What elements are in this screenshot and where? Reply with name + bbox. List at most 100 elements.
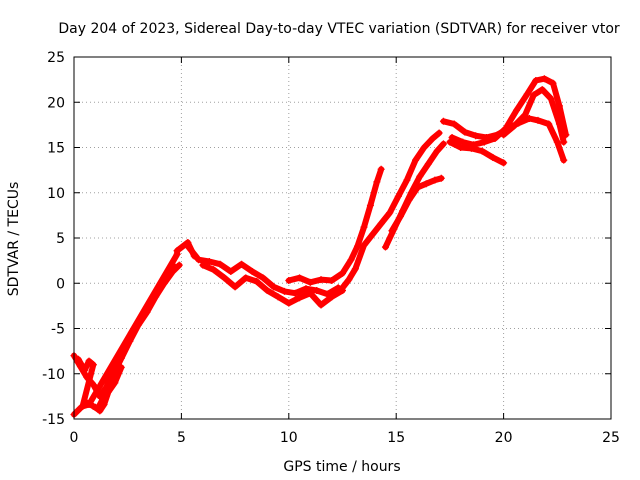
data-point (313, 286, 321, 294)
data-point (534, 116, 542, 124)
data-point (525, 115, 533, 123)
data-point (424, 160, 432, 168)
x-tick-label: 10 (280, 430, 298, 446)
data-point (296, 294, 304, 302)
data-point (366, 201, 374, 209)
data-point (450, 120, 458, 128)
data-point (306, 289, 314, 297)
data-point (231, 283, 239, 291)
data-point (184, 239, 192, 247)
series-track-4 (184, 242, 342, 298)
data-point (547, 95, 555, 103)
data-point (388, 227, 396, 235)
y-tick-label: 10 (47, 186, 65, 202)
chart-title: Day 204 of 2023, Sidereal Day-to-day VTE… (58, 21, 620, 37)
data-point (242, 274, 250, 282)
series-track-7 (336, 129, 443, 294)
series-band (388, 175, 445, 234)
data-point (195, 256, 203, 264)
x-axis-label: GPS time / hours (283, 459, 400, 475)
data-point (412, 156, 420, 164)
data-point (560, 156, 568, 164)
data-point (373, 178, 381, 186)
series-band (500, 86, 567, 146)
data-point (91, 403, 99, 411)
data-point (500, 159, 508, 167)
data-point (403, 176, 411, 184)
data-point (199, 261, 207, 269)
data-point (205, 258, 213, 266)
data-point (377, 165, 385, 173)
data-point (523, 90, 531, 98)
data-point (317, 276, 325, 284)
data-point (422, 180, 430, 188)
data-point (238, 260, 246, 268)
data-point (480, 138, 488, 146)
data-point (270, 283, 278, 291)
data-point (420, 144, 428, 151)
data-point (351, 265, 359, 273)
data-point (489, 153, 497, 161)
data-point (81, 366, 89, 374)
data-point (470, 141, 478, 149)
y-tick-label: 25 (47, 50, 65, 66)
series-track-3 (91, 363, 125, 415)
data-point (369, 230, 377, 238)
data-point (253, 277, 261, 285)
data-point (510, 122, 518, 130)
data-point (285, 299, 293, 307)
data-point (111, 379, 119, 387)
data-point (512, 106, 520, 114)
data-point (521, 111, 529, 119)
data-point (291, 289, 299, 297)
data-point (555, 120, 563, 128)
data-point (79, 402, 87, 410)
data-point (560, 138, 568, 146)
data-point (472, 132, 480, 140)
y-tick-label: 5 (56, 231, 65, 247)
series-scattered-points (74, 239, 198, 410)
data-point (100, 401, 108, 409)
series-track-13 (500, 86, 568, 146)
data-point (431, 176, 439, 184)
data-point (405, 196, 413, 204)
data-point (448, 134, 456, 142)
data-point (117, 363, 125, 371)
data-point (85, 357, 93, 365)
data-point (328, 277, 336, 285)
data-point (386, 209, 394, 217)
data-point (173, 247, 181, 255)
data-point (437, 174, 445, 182)
series-track-5 (199, 261, 346, 309)
data-point (532, 77, 540, 85)
data-point (439, 140, 447, 148)
data-point (500, 131, 508, 139)
data-point (210, 266, 218, 274)
data-point (360, 223, 368, 231)
y-tick-label: 15 (47, 141, 65, 157)
y-tick-label: -15 (42, 412, 65, 428)
data-point (104, 388, 112, 396)
data-point (540, 75, 548, 83)
data-point (555, 102, 563, 110)
series-band (446, 139, 507, 166)
series-band (285, 166, 385, 286)
x-tick-label: 25 (602, 430, 620, 446)
data-point (433, 147, 441, 155)
data-point (457, 144, 465, 151)
series-band (75, 239, 198, 410)
data-point (317, 301, 325, 309)
y-tick-label: -10 (42, 367, 65, 383)
y-tick-label: 20 (47, 95, 65, 111)
data-point (553, 138, 561, 146)
data-point (274, 293, 282, 301)
data-point (96, 407, 104, 415)
data-point (549, 79, 557, 87)
series-track-12 (448, 75, 570, 149)
y-tick-label: -5 (51, 322, 65, 338)
data-series (70, 75, 570, 418)
y-axis-label: SDTVAR / TECUs (6, 182, 22, 297)
data-point (416, 172, 424, 180)
data-point (85, 401, 93, 409)
